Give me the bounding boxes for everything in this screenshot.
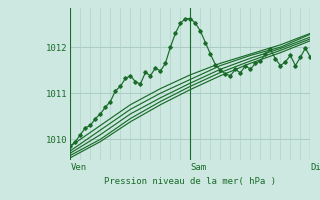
X-axis label: Pression niveau de la mer( hPa ): Pression niveau de la mer( hPa ) — [104, 177, 276, 186]
